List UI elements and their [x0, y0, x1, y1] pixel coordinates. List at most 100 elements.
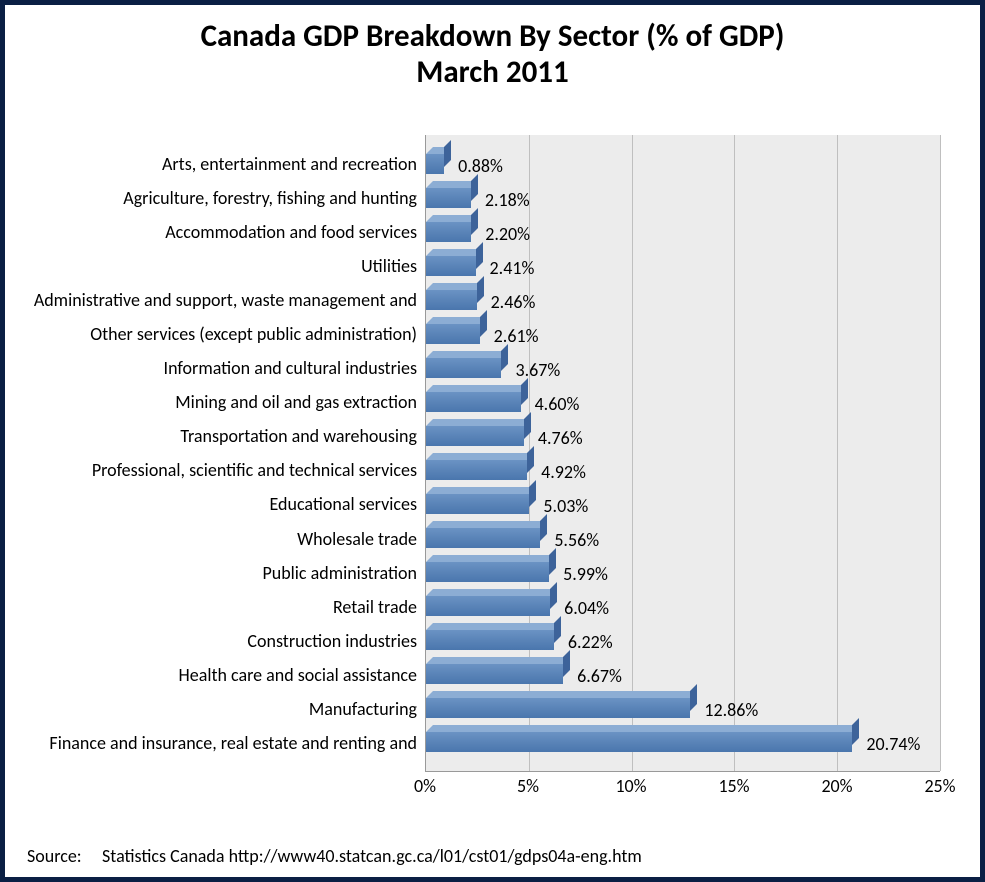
bar-row: 3.67% — [426, 355, 940, 381]
bar-value-label: 2.41% — [490, 257, 535, 279]
bar-value-label: 5.56% — [554, 529, 599, 551]
x-tick-label: 25% — [924, 775, 955, 797]
bar-top-face — [426, 555, 556, 562]
source-text: Statistics Canada http://www40.statcan.g… — [102, 845, 642, 867]
category-label: Retail trade — [25, 594, 417, 620]
bar-side-face — [524, 412, 531, 439]
title-line-1: Canada GDP Breakdown By Sector (% of GDP… — [5, 19, 980, 55]
bar-front-face — [426, 528, 540, 548]
bar: 5.56% — [426, 528, 540, 548]
bar: 5.99% — [426, 562, 549, 582]
bar-front-face — [426, 460, 527, 480]
bar-side-face — [444, 140, 451, 167]
bar: 2.61% — [426, 324, 480, 344]
x-axis-ticks: 0%5%10%15%20%25% — [425, 775, 940, 797]
category-label: Construction industries — [25, 628, 417, 654]
bar-top-face — [426, 249, 483, 256]
bar: 12.86% — [426, 698, 690, 718]
x-tick-label: 5% — [517, 775, 539, 797]
bar-top-face — [426, 691, 697, 698]
bar: 6.67% — [426, 664, 563, 684]
source-citation: Source: Statistics Canada http://www40.s… — [27, 845, 642, 867]
category-label: Health care and social assistance — [25, 662, 417, 688]
bar-value-label: 3.67% — [515, 359, 560, 381]
bar-side-face — [527, 446, 534, 473]
bar-value-label: 2.61% — [494, 325, 539, 347]
category-label: Public administration — [25, 560, 417, 586]
bar-row: 12.86% — [426, 695, 940, 721]
plot-area: 0.88% 2.18% 2.20% 2.41% 2.46% 2.61% 3.67% 4.60%… — [425, 135, 940, 772]
bar-top-face — [426, 351, 508, 358]
bar: 4.60% — [426, 392, 521, 412]
bar-top-face — [426, 487, 536, 494]
bar-side-face — [540, 514, 547, 541]
bar-side-face — [852, 718, 859, 745]
bar-side-face — [554, 616, 561, 643]
bar-row: 6.04% — [426, 593, 940, 619]
bar-row: 4.60% — [426, 389, 940, 415]
bar: 3.67% — [426, 358, 501, 378]
bar-value-label: 4.60% — [535, 393, 580, 415]
bar-row: 4.92% — [426, 457, 940, 483]
bar-front-face — [426, 188, 471, 208]
bar-value-label: 12.86% — [704, 699, 758, 721]
bar-row: 2.18% — [426, 185, 940, 211]
bar-top-face — [426, 283, 484, 290]
bar: 2.41% — [426, 256, 476, 276]
category-label: Professional, scientific and technical s… — [25, 457, 417, 483]
bar-side-face — [690, 684, 697, 711]
bar-value-label: 6.04% — [564, 597, 609, 619]
bar: 4.76% — [426, 426, 524, 446]
bar-row: 2.41% — [426, 253, 940, 279]
bar-side-face — [480, 310, 487, 337]
bar-row: 6.67% — [426, 661, 940, 687]
source-label: Source: — [27, 845, 82, 867]
bar-side-face — [521, 378, 528, 405]
bar-side-face — [550, 582, 557, 609]
bar-row: 20.74% — [426, 729, 940, 755]
bar-top-face — [426, 623, 561, 630]
bar-front-face — [426, 494, 529, 514]
bar-side-face — [549, 548, 556, 575]
x-tick-label: 0% — [414, 775, 436, 797]
bar-top-face — [426, 453, 534, 460]
bar-row: 5.99% — [426, 559, 940, 585]
bar: 2.46% — [426, 290, 477, 310]
bar-side-face — [471, 208, 478, 235]
bar-top-face — [426, 725, 859, 732]
category-label: Finance and insurance, real estate and r… — [25, 730, 417, 756]
y-axis-labels: Arts, entertainment and recreationAgricu… — [25, 147, 417, 760]
title-line-2: March 2011 — [5, 55, 980, 91]
bar-front-face — [426, 392, 521, 412]
grid-line — [940, 135, 941, 771]
bar-front-face — [426, 290, 477, 310]
category-label: Other services (except public administra… — [25, 321, 417, 347]
category-label: Educational services — [25, 491, 417, 517]
bar-row: 2.20% — [426, 219, 940, 245]
category-label: Manufacturing — [25, 696, 417, 722]
bar-row: 4.76% — [426, 423, 940, 449]
bar-row: 5.56% — [426, 525, 940, 551]
bar-row: 0.88% — [426, 151, 940, 177]
bar-side-face — [476, 242, 483, 269]
bar-top-face — [426, 521, 547, 528]
bar-front-face — [426, 154, 444, 174]
bar-side-face — [529, 480, 536, 507]
category-label: Transportation and warehousing — [25, 423, 417, 449]
bar-value-label: 5.03% — [543, 495, 588, 517]
category-label: Arts, entertainment and recreation — [25, 151, 417, 177]
bar-row: 2.46% — [426, 287, 940, 313]
bar-front-face — [426, 426, 524, 446]
bar-front-face — [426, 596, 550, 616]
bar: 2.18% — [426, 188, 471, 208]
category-label: Utilities — [25, 253, 417, 279]
bar-top-face — [426, 419, 531, 426]
bar-value-label: 0.88% — [458, 155, 503, 177]
bar-top-face — [426, 385, 528, 392]
bar: 6.04% — [426, 596, 550, 616]
bar-top-face — [426, 317, 487, 324]
chart-frame: Canada GDP Breakdown By Sector (% of GDP… — [0, 0, 985, 882]
bar-row: 5.03% — [426, 491, 940, 517]
bar-top-face — [426, 589, 557, 596]
bars-container: 0.88% 2.18% 2.20% 2.41% 2.46% 2.61% 3.67% 4.60%… — [426, 147, 940, 759]
